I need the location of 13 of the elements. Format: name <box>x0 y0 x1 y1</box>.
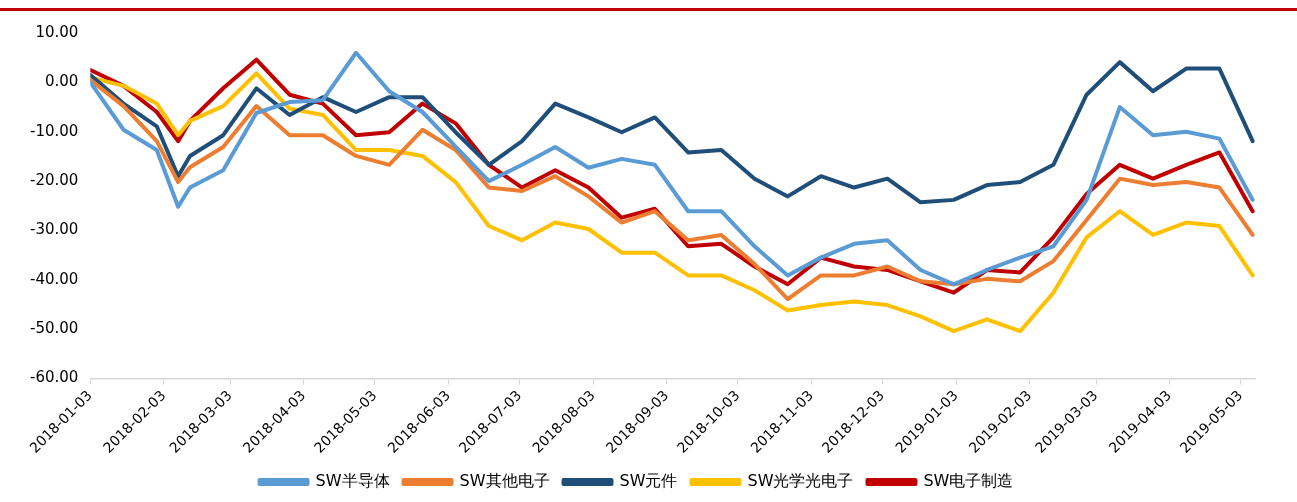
legend-label: SW光学光电子 <box>747 471 854 491</box>
y-tick-label: -60.00 <box>30 368 79 387</box>
y-tick-label: -40.00 <box>30 269 79 288</box>
legend-label: SW电子制造 <box>923 471 1014 491</box>
legend-label: SW半导体 <box>315 471 390 491</box>
legend-label: SW元件 <box>619 471 678 491</box>
y-tick-label: -20.00 <box>30 171 79 189</box>
y-tick-label: -30.00 <box>30 220 79 239</box>
y-tick-label: -50.00 <box>30 319 79 338</box>
y-tick-label: -10.00 <box>30 121 79 140</box>
y-tick-label: 0.00 <box>44 72 79 91</box>
legend-label: SW其他电子 <box>459 471 550 491</box>
y-tick-label: 10.00 <box>35 22 79 41</box>
